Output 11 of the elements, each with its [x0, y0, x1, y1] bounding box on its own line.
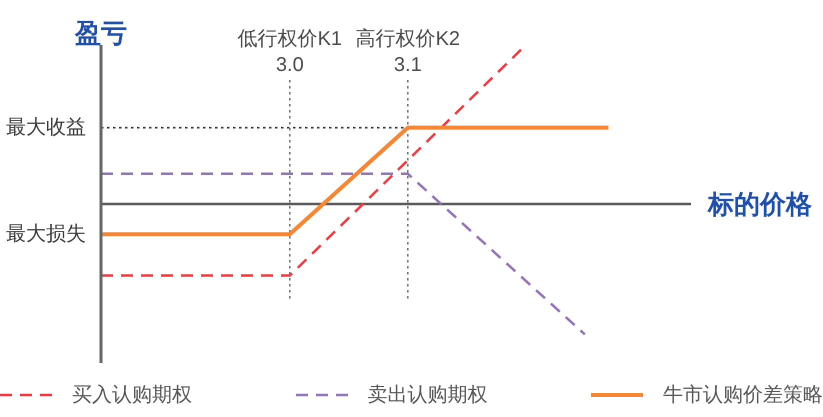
ref-line-label: 低行权价K1: [238, 28, 342, 50]
legend-label: 买入认购期权: [72, 383, 192, 408]
y-axis-title: 盈亏: [74, 18, 127, 48]
x-tick-label: 3.0: [276, 54, 304, 76]
ref-line-label: 最大收益: [6, 116, 86, 139]
annotation: 最大损失: [6, 223, 86, 246]
ref-line-label: 高行权价K2: [356, 27, 460, 50]
legend-label: 卖出认购期权: [368, 383, 488, 408]
x-tick-label: 3.1: [394, 54, 422, 76]
x-axis-title: 标的价格: [707, 189, 812, 219]
legend-label: 牛市认购价差策略: [663, 383, 823, 408]
